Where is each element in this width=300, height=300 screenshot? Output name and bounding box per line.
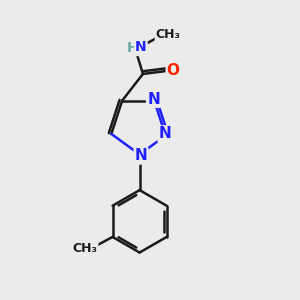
Text: N: N bbox=[158, 126, 171, 141]
Text: N: N bbox=[135, 40, 147, 54]
Text: O: O bbox=[167, 63, 180, 78]
Text: CH₃: CH₃ bbox=[156, 28, 181, 41]
Text: CH₃: CH₃ bbox=[72, 242, 98, 255]
Text: N: N bbox=[147, 92, 160, 107]
Text: H: H bbox=[127, 41, 138, 55]
Text: N: N bbox=[135, 148, 148, 164]
